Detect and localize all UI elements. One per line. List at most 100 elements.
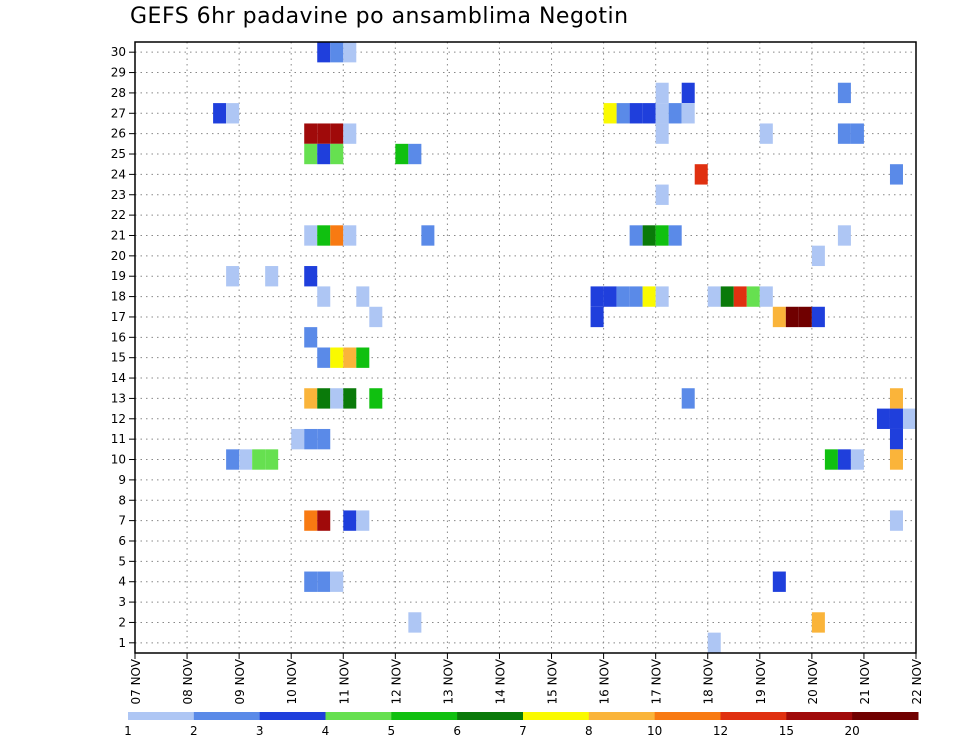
heatmap-cell — [317, 42, 331, 63]
x-tick-label: 08 NOV — [181, 658, 195, 704]
legend-swatch — [193, 712, 261, 720]
y-tick-label: 3 — [118, 595, 126, 609]
legend-label: 6 — [453, 724, 461, 738]
y-tick-label: 29 — [111, 66, 126, 80]
heatmap-cell — [629, 286, 643, 307]
y-tick-label: 7 — [118, 514, 126, 528]
y-tick-label: 28 — [111, 86, 126, 100]
heatmap-cell — [239, 449, 253, 470]
color-legend: 1 2 3 4 5 6 7 8 10 12 15 20 — [124, 712, 919, 738]
heatmap-cell — [772, 306, 786, 328]
x-tick-label: 22 NOV — [910, 658, 924, 704]
heatmap-cell — [226, 103, 240, 124]
heatmap-cell — [330, 388, 344, 409]
heatmap-cell — [213, 103, 227, 124]
heatmap-cell — [759, 286, 773, 307]
x-tick-labels: 07 NOV 08 NOV 09 NOV 10 NOV 11 NOV 12 NOV 13 N… — [129, 653, 924, 705]
y-tick-label: 20 — [111, 249, 126, 263]
legend-swatch — [588, 712, 656, 720]
heatmap-cell — [603, 286, 617, 307]
heatmap-cell — [408, 143, 422, 165]
heatmap-cell — [655, 82, 669, 104]
heatmap-cell — [356, 347, 370, 368]
x-tick-label: 21 NOV — [858, 658, 872, 704]
heatmap-cell — [317, 388, 331, 409]
x-tick-label: 11 NOV — [337, 658, 351, 704]
heatmap-cell — [642, 225, 656, 246]
y-tick-label: 8 — [118, 493, 126, 507]
x-tick-label: 14 NOV — [493, 658, 507, 704]
heatmap-cell — [317, 143, 331, 165]
y-tick-label: 22 — [111, 208, 126, 222]
x-tick-label: 16 NOV — [598, 658, 612, 704]
y-tick-label: 17 — [111, 310, 126, 324]
heatmap-cell — [317, 286, 331, 307]
heatmap-cell — [889, 510, 903, 531]
y-tick-label: 1 — [118, 636, 126, 650]
heatmap-cell — [837, 123, 851, 144]
heatmap-cell — [304, 388, 318, 409]
heatmap-cell — [798, 306, 812, 328]
heatmap-cell — [720, 286, 734, 307]
heatmap-cell — [889, 164, 903, 185]
heatmap-cell — [395, 143, 409, 165]
y-tick-label: 24 — [111, 167, 126, 181]
y-tick-label: 10 — [111, 453, 126, 467]
y-tick-label: 16 — [111, 330, 126, 344]
y-tick-label: 26 — [111, 127, 126, 141]
legend-swatch — [852, 712, 919, 720]
legend-swatch — [391, 712, 458, 720]
legend-label: 3 — [256, 724, 264, 738]
cells-layer — [213, 42, 916, 653]
heatmap-cell — [629, 103, 643, 124]
heatmap-cell — [733, 286, 747, 307]
y-tick-labels: 1234567891011121314151617181920212223242… — [111, 45, 135, 650]
heatmap-cell — [772, 571, 786, 592]
legend-swatch — [259, 712, 326, 720]
legend-swatch — [325, 712, 392, 720]
legend-label: 7 — [519, 724, 527, 738]
heatmap-cell — [343, 225, 357, 246]
heatmap-cell — [837, 225, 851, 246]
x-tick-label: 12 NOV — [389, 658, 403, 704]
heatmap-cell — [655, 286, 669, 307]
legend-label: 20 — [845, 724, 860, 738]
x-tick-label: 07 NOV — [129, 658, 143, 704]
heatmap-cell — [330, 347, 344, 368]
y-tick-label: 9 — [118, 473, 126, 487]
x-tick-label: 20 NOV — [806, 658, 820, 704]
heatmap-cell — [343, 388, 357, 409]
heatmap-cell — [317, 225, 331, 246]
y-tick-label: 2 — [118, 615, 126, 629]
heatmap-cell — [317, 347, 331, 368]
heatmap-cell — [330, 42, 344, 63]
y-tick-label: 18 — [111, 290, 126, 304]
heatmap-cell — [681, 388, 695, 409]
heatmap-cell — [902, 408, 916, 429]
heatmap-cell — [226, 449, 240, 470]
legend-swatch — [720, 712, 787, 720]
legend-label: 2 — [190, 724, 198, 738]
heatmap-cell — [265, 449, 279, 470]
x-tick-label: 15 NOV — [546, 658, 560, 704]
heatmap-cell — [811, 612, 825, 633]
heatmap-cell — [304, 327, 318, 348]
heatmap-cell — [655, 103, 669, 124]
plot-frame — [134, 41, 917, 654]
heatmap-cell — [421, 225, 435, 246]
heatmap-cell — [785, 306, 799, 328]
heatmap-cell — [265, 266, 279, 287]
grid-lines — [135, 42, 916, 653]
legend-label: 5 — [388, 724, 396, 738]
heatmap-cell — [850, 449, 864, 470]
heatmap-cell — [837, 82, 851, 104]
heatmap-cell — [616, 103, 630, 124]
heatmap-cell — [226, 266, 240, 287]
heatmap-cell — [759, 123, 773, 144]
y-tick-label: 14 — [111, 371, 126, 385]
y-tick-label: 13 — [111, 391, 126, 405]
y-tick-label: 19 — [111, 269, 126, 283]
heatmap-cell — [317, 510, 331, 531]
heatmap-cell — [642, 103, 656, 124]
heatmap-cell — [889, 449, 903, 470]
